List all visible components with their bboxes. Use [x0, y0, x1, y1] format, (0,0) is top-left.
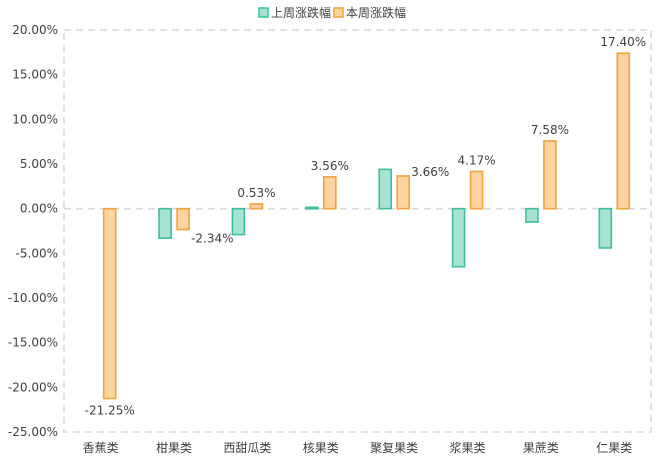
legend-swatch-last-week	[258, 7, 269, 18]
bar-this-week	[176, 207, 190, 231]
bar-last-week	[451, 207, 466, 268]
data-labels: -21.25% -2.34% 0.53% 3.56% 3.66% 4.17% 7.58% 17…	[85, 35, 647, 417]
data-label: 17.40%	[600, 35, 646, 49]
data-label: 7.58%	[531, 123, 569, 137]
bar-this-week	[616, 52, 631, 210]
y-tick-label: 5.00%	[20, 157, 58, 171]
bar-last-week	[378, 168, 392, 210]
data-label: 3.56%	[311, 159, 349, 173]
y-tick-label: 10.00%	[12, 112, 58, 126]
bars	[102, 52, 631, 400]
x-axis: 香蕉类 柑果类 西甜瓜类 核果类 聚复果类 浆果类 果蔗类 仁果类	[83, 440, 633, 455]
y-tick-label: -15.00%	[8, 336, 58, 350]
bar-this-week	[323, 176, 337, 210]
bar-last-week	[231, 207, 246, 236]
legend-label-last-week: 上周涨跌幅	[271, 5, 331, 20]
x-tick-label: 果蔗类	[523, 441, 559, 455]
bar-last-week	[158, 207, 172, 239]
y-tick-label: -25.00%	[8, 425, 58, 439]
x-tick-label: 仁果类	[596, 441, 632, 455]
y-axis: 20.00% 15.00% 10.00% 5.00% 0.00% -5.00% -10.00…	[8, 23, 58, 439]
y-tick-label: 20.00%	[12, 23, 58, 37]
y-tick-label: -10.00%	[8, 291, 58, 305]
x-tick-label: 香蕉类	[83, 441, 119, 455]
bar-this-week	[543, 140, 557, 210]
legend-swatch-this-week	[333, 7, 344, 18]
bar-last-week	[525, 207, 539, 223]
x-tick-label: 浆果类	[450, 440, 486, 455]
data-label: 3.66%	[411, 165, 449, 179]
data-label: 0.53%	[237, 186, 275, 200]
bar-last-week	[598, 207, 613, 249]
x-tick-label: 西甜瓜类	[223, 441, 271, 455]
data-label: -2.34%	[191, 232, 233, 246]
plot-border	[63, 29, 652, 433]
data-label: -21.25%	[85, 404, 135, 418]
data-label: 4.17%	[458, 153, 496, 167]
bar-this-week	[469, 170, 484, 210]
x-tick-label: 聚复果类	[370, 441, 418, 455]
y-tick-label: -20.00%	[8, 380, 58, 394]
y-tick-label: 0.00%	[20, 202, 58, 216]
bar-this-week	[396, 175, 410, 210]
plot-frame	[63, 29, 652, 433]
bar-this-week	[102, 207, 117, 400]
x-tick-label: 核果类	[303, 441, 339, 455]
y-tick-label: -5.00%	[16, 246, 58, 260]
legend-label-this-week: 本周涨跌幅	[346, 5, 406, 20]
bar-last-week	[305, 206, 319, 210]
legend: 上周涨跌幅 本周涨跌幅	[258, 5, 406, 20]
bar-this-week	[249, 203, 264, 210]
y-tick-label: 15.00%	[12, 68, 58, 82]
x-tick-label: 柑果类	[156, 440, 192, 455]
